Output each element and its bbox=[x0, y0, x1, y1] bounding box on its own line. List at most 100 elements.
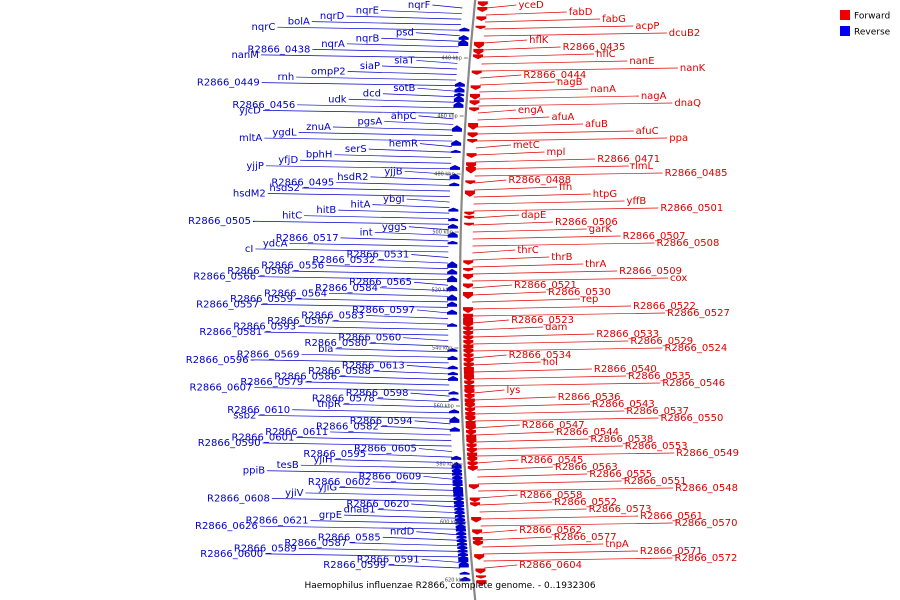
gene-label[interactable]: R2866_0444 bbox=[523, 70, 586, 81]
gene-label[interactable]: R2866_0589 bbox=[234, 543, 297, 554]
gene-label[interactable]: nqrB bbox=[356, 33, 380, 44]
gene-label[interactable]: R2866_0485 bbox=[665, 168, 728, 179]
gene-label[interactable]: R2866_0566 bbox=[193, 272, 256, 283]
gene-label[interactable]: hflC bbox=[596, 49, 616, 60]
gene-label[interactable]: yjiH bbox=[313, 455, 332, 466]
gene-label[interactable]: R2866_0435 bbox=[563, 42, 626, 53]
gene-label[interactable]: R2866_0600 bbox=[200, 549, 263, 560]
gene-label[interactable]: metC bbox=[513, 140, 540, 151]
gene-label[interactable]: R2866_0549 bbox=[676, 448, 739, 459]
gene-label[interactable]: R2866_0601 bbox=[231, 432, 294, 443]
gene-label[interactable]: R2866_0532 bbox=[312, 255, 375, 266]
gene-label[interactable]: R2866_0550 bbox=[660, 413, 723, 424]
gene-label[interactable]: sotB bbox=[393, 83, 415, 94]
gene-label[interactable]: hemR bbox=[389, 139, 418, 150]
gene-label[interactable]: rnh bbox=[278, 72, 295, 83]
gene-label[interactable]: R2866_0522 bbox=[633, 301, 696, 312]
gene-label[interactable]: R2866_0595 bbox=[303, 449, 366, 460]
gene-label[interactable]: R2866_0598 bbox=[346, 388, 409, 399]
gene-label[interactable]: R2866_0586 bbox=[274, 371, 337, 382]
gene-label[interactable]: R2866_0565 bbox=[349, 277, 412, 288]
gene-label[interactable]: R2866_0609 bbox=[359, 471, 422, 482]
gene-label[interactable]: afuC bbox=[636, 126, 659, 137]
gene-label[interactable]: rep bbox=[582, 294, 598, 305]
gene-label[interactable]: R2866_0561 bbox=[640, 511, 703, 522]
gene-label[interactable]: hol bbox=[543, 357, 558, 368]
gene-label[interactable]: dam bbox=[545, 322, 567, 333]
gene-label[interactable]: R2866_0571 bbox=[640, 546, 703, 557]
gene-label[interactable]: R2866_0508 bbox=[656, 238, 719, 249]
gene-label[interactable]: znuA bbox=[306, 122, 331, 133]
gene-label[interactable]: nqrC bbox=[252, 22, 276, 33]
gene-label[interactable]: R2866_0507 bbox=[623, 231, 686, 242]
gene-label[interactable]: htpG bbox=[593, 189, 617, 200]
gene-label[interactable]: R2866_0534 bbox=[509, 350, 572, 361]
gene-label[interactable]: ydcA bbox=[263, 238, 288, 249]
gene-label[interactable]: yjjB bbox=[384, 166, 402, 177]
gene-label[interactable]: R2866_0471 bbox=[597, 154, 660, 165]
gene-label[interactable]: bolA bbox=[288, 17, 310, 28]
gene-label[interactable]: fabG bbox=[602, 14, 626, 25]
gene-label[interactable]: yjcD bbox=[239, 105, 261, 116]
gene-label[interactable]: yjjP bbox=[246, 161, 264, 172]
gene-label[interactable]: nqrF bbox=[408, 0, 431, 11]
gene-label[interactable]: R2866_0501 bbox=[660, 203, 723, 214]
gene-label[interactable]: yffB bbox=[627, 196, 647, 207]
gene-label[interactable]: nanM bbox=[231, 50, 258, 61]
gene-label[interactable]: R2866_0590 bbox=[198, 438, 261, 449]
gene-label[interactable]: R2866_0620 bbox=[346, 499, 409, 510]
gene-label[interactable]: R2866_0584 bbox=[315, 283, 378, 294]
gene-label[interactable]: afuB bbox=[585, 119, 608, 130]
gene-label[interactable]: bphH bbox=[306, 150, 333, 161]
gene-label[interactable]: R2866_0613 bbox=[342, 360, 405, 371]
gene-label[interactable]: R2866_0456 bbox=[232, 100, 295, 111]
gene-label[interactable]: R2866_0569 bbox=[237, 349, 300, 360]
gene-label[interactable]: R2866_0602 bbox=[308, 477, 371, 488]
gene-label[interactable]: R2866_0580 bbox=[305, 338, 368, 349]
gene-label[interactable]: cox bbox=[670, 273, 687, 284]
gene-label[interactable]: grpE bbox=[319, 510, 342, 521]
gene-label[interactable]: thrC bbox=[517, 245, 538, 256]
gene-label[interactable]: R2866_0608 bbox=[207, 493, 270, 504]
gene-label[interactable]: R2866_0553 bbox=[625, 441, 688, 452]
gene-label[interactable]: hitC bbox=[282, 211, 302, 222]
gene-label[interactable]: hitA bbox=[351, 200, 371, 211]
gene-label[interactable]: ygdL bbox=[272, 128, 297, 139]
gene-label[interactable]: R2866_0558 bbox=[520, 490, 583, 501]
gene-label[interactable]: nagB bbox=[557, 77, 583, 88]
gene-label[interactable]: R2866_0587 bbox=[284, 538, 347, 549]
gene-label[interactable]: tnpR bbox=[317, 399, 341, 410]
gene-label[interactable]: yfjD bbox=[278, 155, 298, 166]
gene-label[interactable]: hsdM2 bbox=[233, 189, 266, 200]
gene-label[interactable]: R2866_0517 bbox=[276, 233, 339, 244]
gene-label[interactable]: R2866_0621 bbox=[246, 516, 309, 527]
gene-label[interactable]: ybgI bbox=[383, 194, 405, 205]
gene-label[interactable]: R2866_0509 bbox=[619, 266, 682, 277]
gene-label[interactable]: afuA bbox=[551, 112, 574, 123]
gene-label[interactable]: R2866_0548 bbox=[675, 483, 738, 494]
gene-label[interactable]: R2866_0585 bbox=[318, 532, 381, 543]
gene-label[interactable]: dnaQ bbox=[674, 98, 701, 109]
gene-label[interactable]: R2866_0523 bbox=[511, 315, 574, 326]
gene-label[interactable]: mpl bbox=[547, 147, 566, 158]
gene-label[interactable]: R2866_0559 bbox=[230, 294, 293, 305]
gene-label[interactable]: R2866_0527 bbox=[667, 308, 730, 319]
gene-label[interactable]: R2866_0537 bbox=[626, 406, 689, 417]
gene-label[interactable]: siaP bbox=[360, 61, 380, 72]
gene-label[interactable]: R2866_0605 bbox=[354, 444, 417, 455]
gene-label[interactable]: acpP bbox=[635, 21, 659, 32]
gene-label[interactable]: R2866_0533 bbox=[596, 329, 659, 340]
gene-label[interactable]: R2866_0530 bbox=[548, 287, 611, 298]
gene-label[interactable]: R2866_0604 bbox=[519, 560, 582, 571]
gene-label[interactable]: siaT bbox=[394, 55, 415, 66]
gene-label[interactable]: nanA bbox=[590, 84, 616, 95]
gene-label[interactable]: R2866_0607 bbox=[190, 383, 253, 394]
gene-label[interactable]: R2866_0579 bbox=[240, 377, 303, 388]
gene-label[interactable]: R2866_0591 bbox=[357, 554, 420, 565]
gene-label[interactable]: R2866_0610 bbox=[227, 405, 290, 416]
gene-label[interactable]: R2866_0597 bbox=[352, 305, 415, 316]
gene-label[interactable]: R2866_0562 bbox=[519, 525, 582, 536]
gene-label[interactable]: R2866_0567 bbox=[267, 316, 330, 327]
gene-label[interactable]: R2866_0438 bbox=[248, 44, 311, 55]
gene-label[interactable]: rlmL bbox=[631, 161, 654, 172]
